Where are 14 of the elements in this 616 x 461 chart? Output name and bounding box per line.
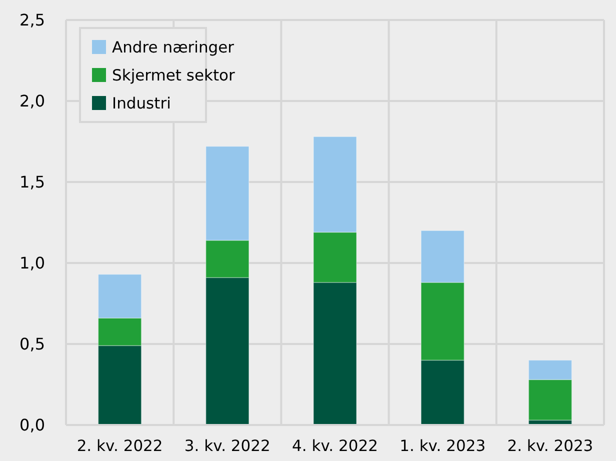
x-tick-label: 3. kv. 2022 [184, 437, 270, 455]
y-tick-label: 0,5 [20, 334, 45, 354]
y-tick-label: 2,5 [20, 10, 45, 30]
y-tick-label: 0,0 [20, 416, 45, 435]
x-tick-label: 4. kv. 2022 [292, 437, 378, 455]
y-tick-label: 1,0 [20, 254, 45, 273]
legend-label: Andre næringer [112, 38, 235, 56]
x-tick-label: 2. kv. 2022 [76, 437, 163, 455]
x-tick-label: 2. kv. 2023 [507, 437, 594, 455]
x-tick-label: 1. kv. 2023 [400, 437, 486, 455]
legend-label: Industri [112, 94, 171, 112]
y-tick-label: 2,0 [20, 92, 45, 111]
legend-label: Skjermet sektor [112, 66, 236, 84]
y-tick-label: 1,5 [20, 172, 45, 192]
